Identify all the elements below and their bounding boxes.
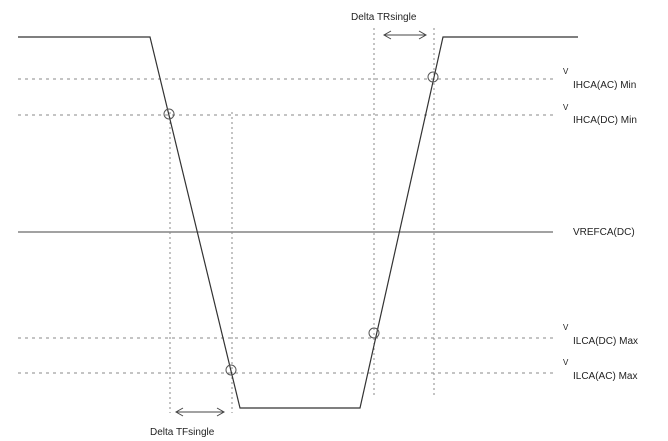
tf-vil-ac-crossing-marker — [225, 364, 237, 376]
signal-waveform — [18, 36, 578, 409]
svg-text:IHCA(DC) Min: IHCA(DC) Min — [573, 115, 637, 126]
tf-vih-dc-crossing-marker — [163, 108, 175, 120]
vih-ac-label: V IHCA(AC) Min — [563, 67, 636, 91]
vil-dc-label: V ILCA(DC) Max — [563, 323, 638, 347]
svg-text:V: V — [563, 103, 569, 112]
delta-tr-label: Delta TRsingle — [351, 12, 417, 23]
vref-label: VREFCA(DC) — [573, 227, 635, 238]
svg-text:ILCA(AC) Max: ILCA(AC) Max — [573, 371, 637, 382]
vil-ac-label: V ILCA(AC) Max — [563, 358, 637, 382]
delta-tf-label: Delta TFsingle — [150, 427, 215, 438]
svg-text:IHCA(AC) Min: IHCA(AC) Min — [573, 80, 636, 91]
svg-text:V: V — [563, 67, 569, 76]
delta-tr-arrow — [382, 30, 428, 40]
tr-vih-ac-crossing-marker — [427, 71, 439, 83]
svg-text:V: V — [563, 358, 569, 367]
tr-vil-dc-crossing-marker — [368, 327, 380, 339]
svg-text:V: V — [563, 323, 569, 332]
delta-tf-arrow — [174, 407, 226, 417]
svg-text:ILCA(DC) Max: ILCA(DC) Max — [573, 336, 638, 347]
vih-dc-label: V IHCA(DC) Min — [563, 103, 637, 126]
